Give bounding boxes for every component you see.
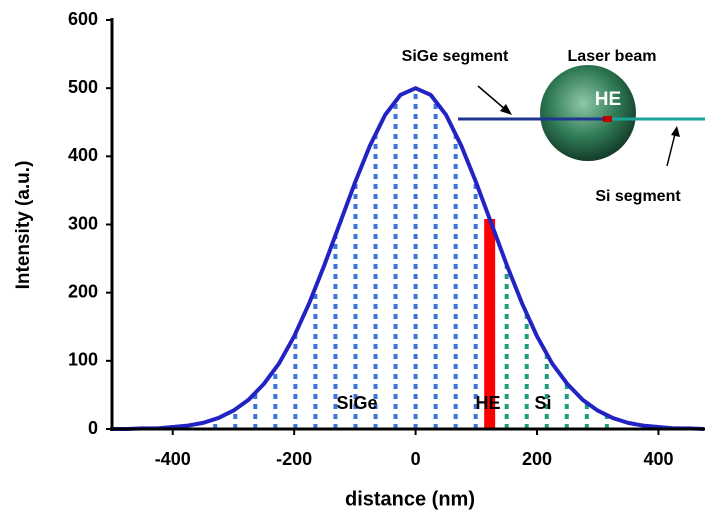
- y-tick-label: 600: [68, 9, 98, 29]
- laser-beam: [540, 65, 636, 161]
- annotation: HE: [475, 393, 500, 413]
- x-tick-label: -400: [155, 449, 191, 469]
- y-tick-label: 200: [68, 281, 98, 301]
- inset: HE SiGe segment Laser beam Si segment: [402, 48, 705, 205]
- x-tick-label: 400: [643, 449, 673, 469]
- y-tick-label: 500: [68, 77, 98, 97]
- x-tick-label: -200: [276, 449, 312, 469]
- x-tick-label: 0: [411, 449, 421, 469]
- plot-area: [112, 86, 705, 431]
- y-tick-label: 0: [88, 418, 98, 438]
- y-tick-label: 400: [68, 145, 98, 165]
- annotation: Si: [534, 393, 551, 413]
- he-spot: [603, 116, 612, 122]
- inset-label: HE: [595, 89, 621, 110]
- y-tick-label: 300: [68, 213, 98, 233]
- arrow: [666, 133, 676, 167]
- x-axis-label: distance (nm): [345, 488, 475, 510]
- x-tick-label: 200: [522, 449, 552, 469]
- inset-label: SiGe segment: [402, 48, 509, 65]
- annotation: SiGe: [336, 393, 377, 413]
- inset-label: Laser beam: [568, 48, 657, 65]
- intensity-curve: [112, 86, 705, 431]
- arrow: [477, 85, 507, 111]
- y-tick-label: 100: [68, 350, 98, 370]
- inset-label: Si segment: [595, 188, 681, 205]
- arrow-head: [671, 126, 680, 137]
- y-axis-label: Intensity (a.u.): [13, 161, 34, 290]
- arrow-head: [500, 104, 512, 115]
